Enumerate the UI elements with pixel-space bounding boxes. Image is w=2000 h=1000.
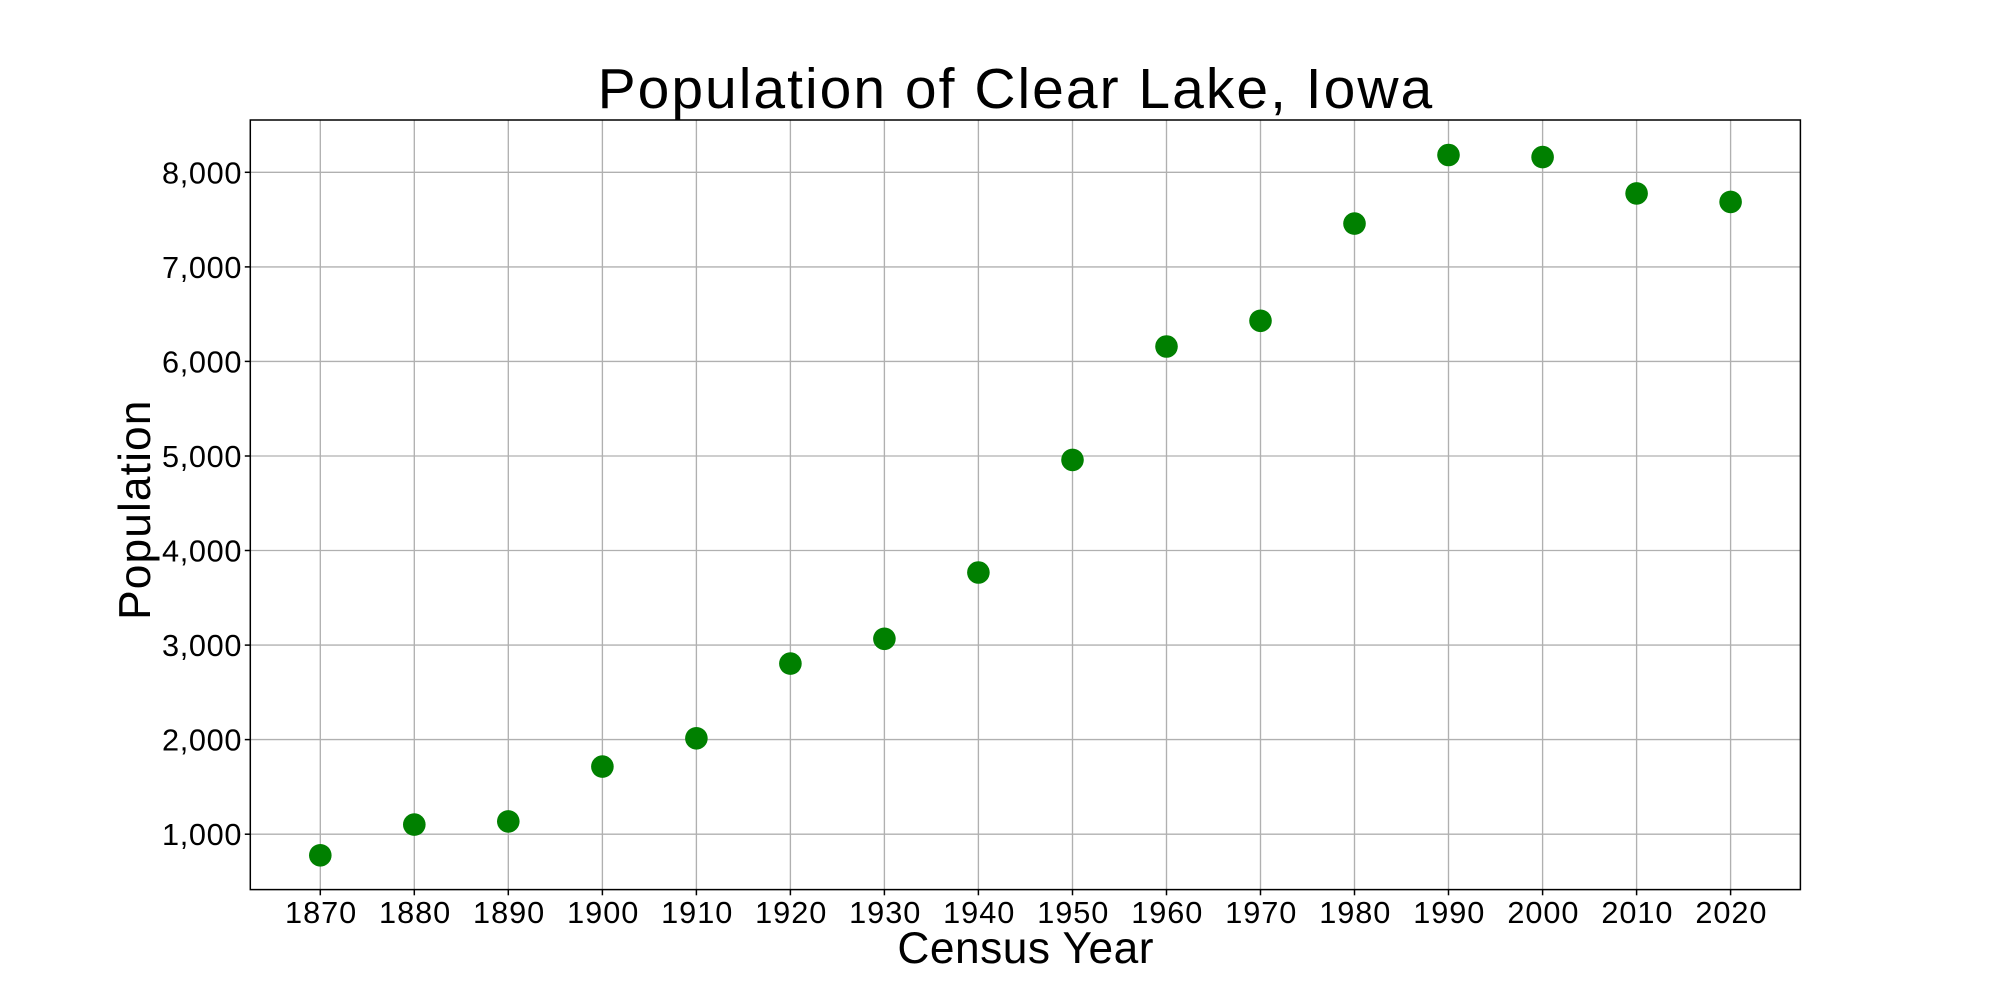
svg-text:1940: 1940: [943, 895, 1015, 930]
svg-text:1890: 1890: [473, 895, 545, 930]
svg-text:1970: 1970: [1225, 895, 1297, 930]
svg-text:2000: 2000: [1507, 895, 1579, 930]
svg-text:1980: 1980: [1319, 895, 1391, 930]
svg-text:1930: 1930: [849, 895, 921, 930]
svg-text:2010: 2010: [1601, 895, 1673, 930]
svg-text:5,000: 5,000: [162, 439, 242, 474]
svg-text:1,000: 1,000: [162, 817, 242, 852]
svg-text:7,000: 7,000: [162, 250, 242, 285]
svg-text:1920: 1920: [755, 895, 827, 930]
svg-text:4,000: 4,000: [162, 534, 242, 569]
svg-text:Population: Population: [111, 400, 160, 620]
svg-text:2020: 2020: [1695, 895, 1767, 930]
svg-text:Census Year: Census Year: [897, 924, 1154, 973]
svg-text:1960: 1960: [1131, 895, 1203, 930]
svg-text:3,000: 3,000: [162, 628, 242, 663]
svg-text:2,000: 2,000: [162, 723, 242, 758]
svg-text:1990: 1990: [1413, 895, 1485, 930]
svg-text:Population of Clear Lake, Iowa: Population of Clear Lake, Iowa: [598, 57, 1435, 121]
svg-text:1880: 1880: [379, 895, 451, 930]
svg-text:1910: 1910: [661, 895, 733, 930]
svg-text:6,000: 6,000: [162, 344, 242, 379]
svg-text:1870: 1870: [285, 895, 357, 930]
svg-text:8,000: 8,000: [162, 155, 242, 190]
svg-text:1900: 1900: [567, 895, 639, 930]
svg-text:1950: 1950: [1037, 895, 1109, 930]
